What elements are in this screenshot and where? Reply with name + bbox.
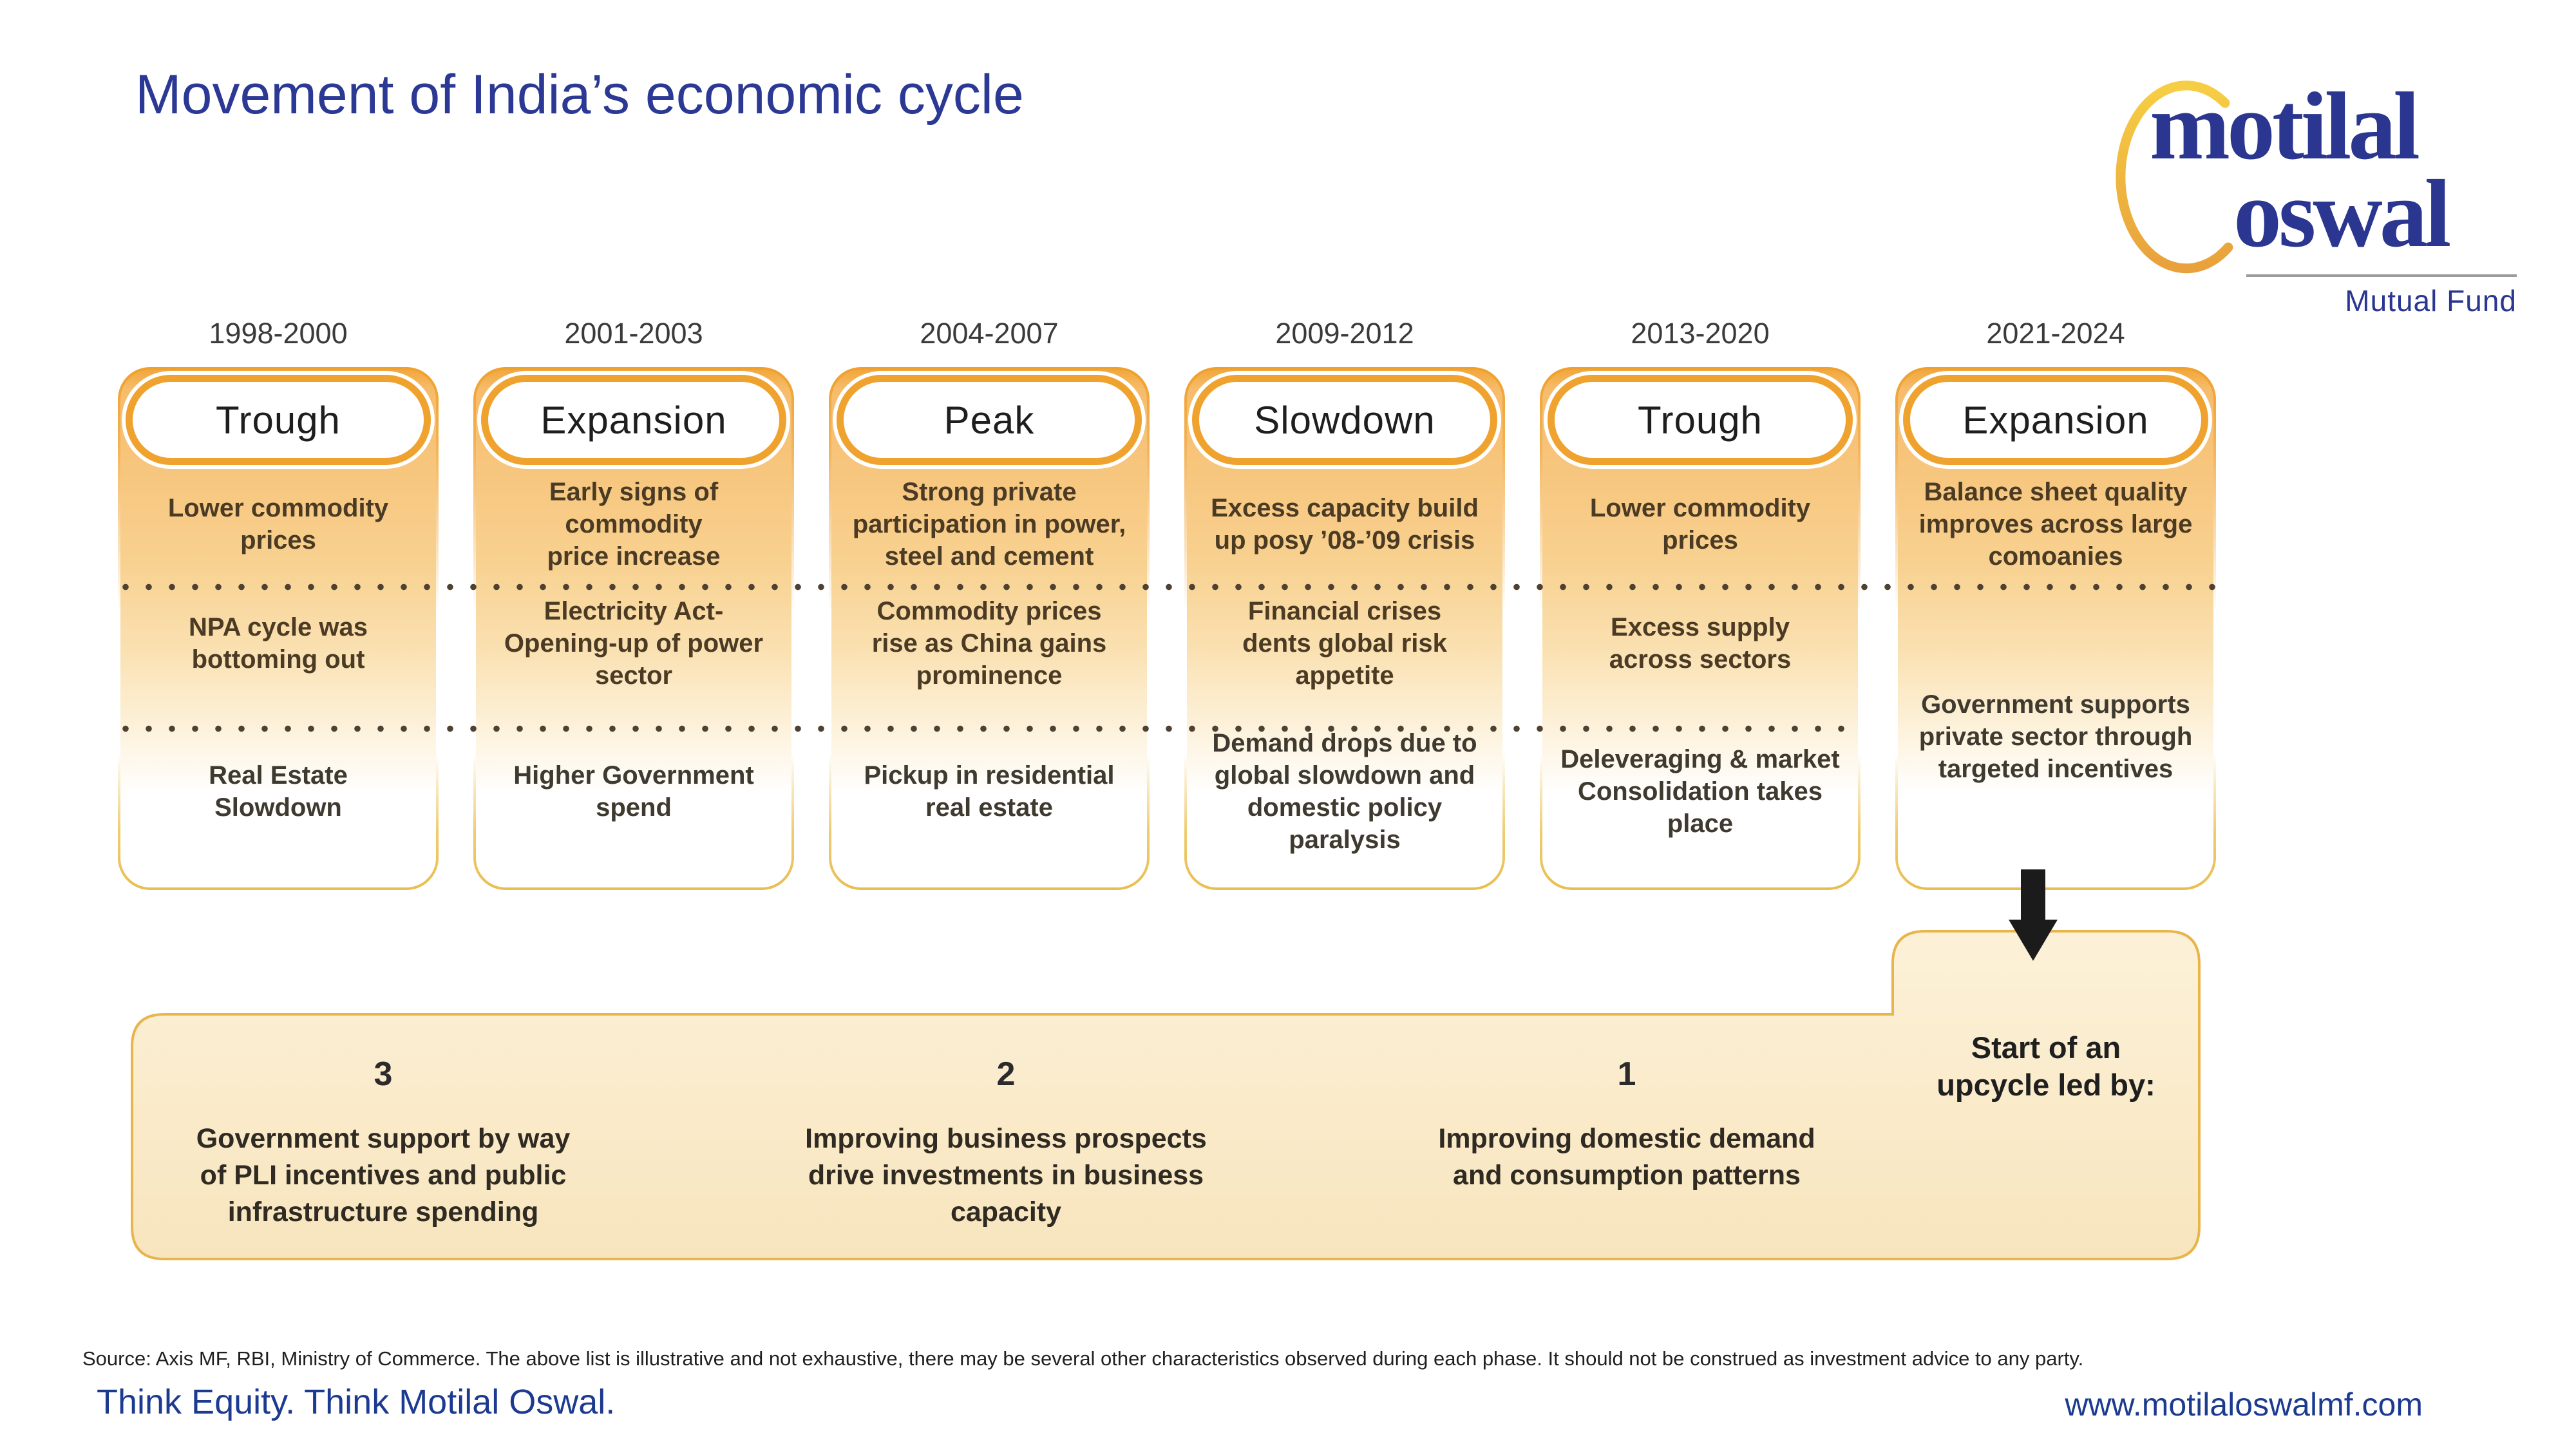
card-bullet: Real Estate Slowdown bbox=[209, 761, 348, 822]
logo-subtitle: Mutual Fund bbox=[2345, 284, 2517, 317]
upcycle-lead-label: Start of an upcycle led by: bbox=[1937, 1030, 2155, 1102]
upcycle-number-3: 3 bbox=[374, 1056, 393, 1093]
card-bullet: Pickup in residential real estate bbox=[864, 761, 1115, 822]
card-body: Peak Strong private participation in pow… bbox=[831, 370, 1147, 887]
down-arrow-icon bbox=[2009, 920, 2058, 961]
brand-tagline: Think Equity. Think Motilal Oswal. bbox=[97, 1383, 616, 1421]
card-bullet: Balance sheet quality improves across la… bbox=[1918, 478, 2193, 571]
phase-pill: Expansion bbox=[481, 375, 786, 465]
phase-label: Trough bbox=[1638, 398, 1763, 442]
card-bullet: Excess capacity build up posy ’08-’09 cr… bbox=[1211, 494, 1479, 554]
motilal-oswal-logo: motilal oswal Mutual Fund bbox=[2093, 57, 2517, 317]
card-bullet: Electricity Act- Opening-up of power sec… bbox=[504, 597, 764, 690]
card-bullet: Early signs of commodity price increase bbox=[547, 478, 721, 571]
phase-label: Expansion bbox=[540, 398, 727, 442]
card-bullet: Higher Government spend bbox=[513, 761, 754, 822]
dotted-separator-bottom bbox=[122, 725, 1861, 732]
website-link[interactable]: www.motilaloswalmf.com bbox=[2065, 1387, 2423, 1423]
phase-label: Peak bbox=[943, 398, 1035, 442]
phase-pill: Trough bbox=[1548, 375, 1853, 465]
phase-pill: Peak bbox=[837, 375, 1142, 465]
card-body: Slowdown Excess capacity build up posy ’… bbox=[1187, 370, 1502, 887]
logo-divider bbox=[2246, 274, 2517, 277]
phase-label: Trough bbox=[216, 398, 341, 442]
card-body: Trough Lower commodity prices NPA cycle … bbox=[120, 370, 436, 887]
year-label-4: 2009-2012 bbox=[1275, 317, 1414, 350]
phase-pill: Slowdown bbox=[1192, 375, 1497, 465]
upcycle-number-1: 1 bbox=[1617, 1056, 1636, 1093]
phase-label: Expansion bbox=[1962, 398, 2149, 442]
card-bullet: Government supports private sector throu… bbox=[1918, 690, 2193, 783]
phase-pill: Expansion bbox=[1903, 375, 2208, 465]
logo-arc-icon bbox=[2116, 80, 2233, 274]
year-label-2: 2001-2003 bbox=[564, 317, 703, 350]
card-bullet: Strong private participation in power, s… bbox=[852, 478, 1126, 571]
card-bullet: Excess supply across sectors bbox=[1609, 613, 1792, 674]
card-bullet: NPA cycle was bottoming out bbox=[189, 613, 368, 674]
card-bullet: Financial crises dents global risk appet… bbox=[1242, 597, 1447, 690]
card-bullet: Lower commodity prices bbox=[1589, 494, 1811, 554]
card-bullet: Commodity prices rise as China gains pro… bbox=[871, 597, 1107, 690]
cycle-card-trough-1998: Trough Lower commodity prices NPA cycle … bbox=[118, 367, 439, 890]
upcycle-number-2: 2 bbox=[996, 1056, 1016, 1093]
phase-label: Slowdown bbox=[1254, 398, 1435, 442]
cycle-card-expansion-2021: Expansion Balance sheet quality improves… bbox=[1895, 367, 2216, 890]
cycle-card-slowdown-2009: Slowdown Excess capacity build up posy ’… bbox=[1184, 367, 1505, 890]
card-bullet: Lower commodity prices bbox=[167, 494, 389, 554]
year-label-3: 2004-2007 bbox=[920, 317, 1059, 350]
card-body: Trough Lower commodity prices Excess sup… bbox=[1542, 370, 1858, 887]
page-title: Movement of India’s economic cycle bbox=[135, 64, 1024, 126]
cycle-card-peak-2004: Peak Strong private participation in pow… bbox=[829, 367, 1150, 890]
year-label-6: 2021-2024 bbox=[1986, 317, 2125, 350]
phase-pill: Trough bbox=[126, 375, 431, 465]
upcycle-item-1: Improving domestic demand and consumptio… bbox=[1438, 1123, 1815, 1191]
logo-word-oswal: oswal bbox=[2233, 160, 2451, 267]
upcycle-item-3: Government support by way of PLI incenti… bbox=[196, 1123, 571, 1227]
down-arrow-icon bbox=[2021, 869, 2045, 921]
card-body: Expansion Balance sheet quality improves… bbox=[1898, 370, 2213, 887]
year-label-1: 1998-2000 bbox=[209, 317, 348, 350]
year-label-5: 2013-2020 bbox=[1631, 317, 1770, 350]
card-body: Expansion Early signs of commodity price… bbox=[476, 370, 791, 887]
card-bullet: Demand drops due to global slowdown and … bbox=[1212, 729, 1477, 854]
source-note: Source: Axis MF, RBI, Ministry of Commer… bbox=[82, 1347, 2084, 1370]
dotted-separator-top bbox=[122, 583, 2216, 591]
card-bullet: Deleveraging & market Consolidation take… bbox=[1560, 745, 1840, 838]
cycle-card-expansion-2001: Expansion Early signs of commodity price… bbox=[473, 367, 794, 890]
upcycle-item-2: Improving business prospects drive inves… bbox=[805, 1123, 1207, 1227]
logo-word-motilal: motilal bbox=[2150, 73, 2420, 180]
cycle-card-trough-2013: Trough Lower commodity prices Excess sup… bbox=[1540, 367, 1861, 890]
